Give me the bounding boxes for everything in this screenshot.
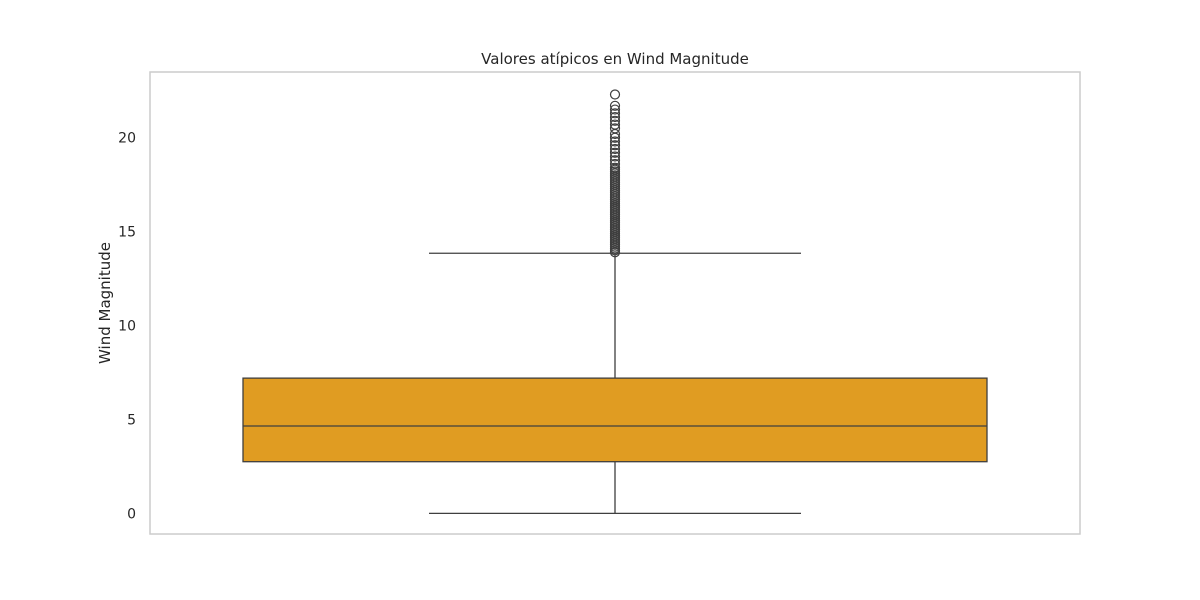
plot-frame <box>149 71 1081 535</box>
outlier-point <box>609 151 621 162</box>
outlier-point <box>609 140 621 151</box>
outlier-point <box>609 115 621 126</box>
y-tick-label: 5 <box>127 412 136 428</box>
outlier-point <box>609 111 621 123</box>
outlier-point <box>609 89 621 100</box>
chart-title: Valores atípicos en Wind Magnitude <box>481 50 749 68</box>
y-tick-label: 20 <box>118 131 136 147</box>
outlier-point <box>609 108 621 119</box>
y-axis-label: Wind Magnitude <box>96 242 114 364</box>
y-tick-label: 0 <box>127 506 136 522</box>
iqr-box <box>242 377 988 463</box>
outlier-point <box>609 136 621 147</box>
outlier-points <box>609 89 621 258</box>
outlier-point <box>609 104 621 115</box>
outlier-point <box>609 100 621 111</box>
y-axis-ticks: 0 5 10 15 20 <box>118 131 136 523</box>
outlier-point <box>609 147 621 158</box>
y-tick-label: 15 <box>118 225 136 241</box>
y-tick-label: 10 <box>118 319 136 335</box>
box-group <box>242 252 988 514</box>
outlier-point <box>609 158 621 170</box>
outlier-point <box>609 162 621 173</box>
outlier-point <box>609 143 621 155</box>
outlier-point <box>609 123 621 134</box>
outlier-point <box>609 119 621 130</box>
outlier-point <box>609 155 621 166</box>
